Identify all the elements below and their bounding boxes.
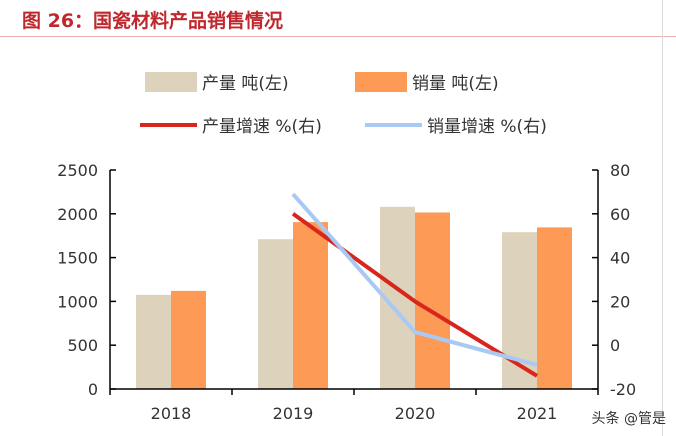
y-right-tick-label: 40 [610,249,630,268]
legend-label: 销量增速 %(右) [427,117,547,137]
y-left-tick-label: 1500 [57,249,98,268]
y-right-tick-label: 20 [610,292,630,311]
y-left-tick-label: 500 [67,336,98,355]
legend-swatch [145,72,197,92]
x-tick-label: 2021 [517,404,558,423]
legend-label: 销量 吨(左) [412,74,499,94]
bar-production [136,294,171,389]
x-tick-label: 2018 [151,404,192,423]
bar-sales [171,290,206,389]
title-divider [0,36,676,37]
y-right-tick-label: 0 [610,336,620,355]
y-left-tick-label: 0 [88,380,98,399]
page-border [662,0,663,436]
legend-label: 产量增速 %(右) [202,117,322,137]
watermark: 头条 @管是 [591,411,666,427]
y-left-tick-label: 2500 [57,161,98,180]
y-left-tick-label: 1000 [57,292,98,311]
bar-sales [293,222,328,389]
y-right-tick-label: 80 [610,161,630,180]
x-tick-label: 2020 [395,404,436,423]
y-right-tick-label: 60 [610,205,630,224]
legend-swatch [355,72,407,92]
figure-title: 图 26：国瓷材料产品销售情况 [22,10,284,32]
bar-sales [415,212,450,389]
bar-production [258,239,293,389]
x-tick-label: 2019 [273,404,314,423]
line-sales-growth [291,192,538,367]
y-right-tick-label: -20 [610,380,636,399]
legend-label: 产量 吨(左) [202,74,289,94]
y-left-tick-label: 2000 [57,205,98,224]
bar-sales [537,227,572,389]
